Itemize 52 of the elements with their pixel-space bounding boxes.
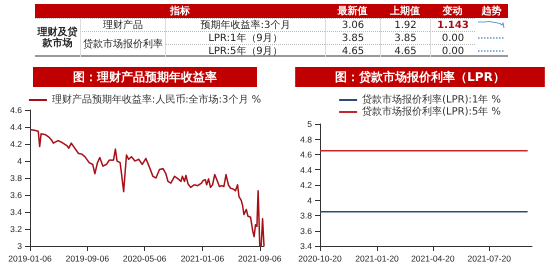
y-tick-label: 4 — [307, 195, 312, 206]
x-tick-label: 2020-10-20 — [298, 254, 342, 264]
y-tick-label: 3.8 — [300, 210, 312, 220]
x-tick-label: 2021-01-20 — [355, 254, 400, 264]
x-tick-label: 2021-09-06 — [238, 254, 282, 264]
y-tick-label: 4.4 — [300, 164, 312, 175]
x-tick-label: 2021-01-06 — [180, 254, 224, 264]
x-tick-label: 2020-05-06 — [122, 254, 167, 264]
y-tick-label: 4.8 — [300, 134, 312, 144]
y-tick-label: 4.6 — [10, 105, 22, 115]
text: 贷款市场报价利率 — [80, 31, 165, 57]
y-tick-label: 3.6 — [10, 190, 22, 200]
chart-title: 图：理财产品预期年收益率 — [73, 70, 217, 84]
text: 变动 — [442, 4, 464, 18]
legend-label: 理财产品预期年收益率:人民币:全市场:3个月 % — [52, 94, 262, 106]
y-tick-label: 4.6 — [300, 150, 312, 160]
y-tick-label: 4.4 — [10, 122, 22, 132]
text: 3.85 — [380, 31, 430, 44]
text: 1.92 — [380, 18, 430, 31]
y-tick-label: 4.2 — [10, 139, 22, 149]
x-tick-label: 2019-09-06 — [66, 254, 110, 264]
text: 4.65 — [325, 44, 380, 57]
text: LPR:5年（9月） — [165, 44, 325, 57]
legend-label: 贷款市场报价利率(LPR):1年 % — [362, 94, 501, 106]
text: 3.85 — [325, 31, 380, 44]
text: 理财产品 — [80, 18, 165, 31]
text: 1.143 — [430, 18, 475, 31]
y-tick-label: 4 — [17, 156, 22, 166]
y-tick-label: 3.6 — [300, 226, 312, 236]
text: 3.06 — [325, 18, 380, 31]
y-tick-label: 3.8 — [10, 173, 22, 183]
y-tick-label: 3 — [17, 241, 22, 251]
text: 4.65 — [380, 44, 430, 57]
x-tick-label: 2021-04-20 — [411, 254, 455, 264]
legend-label: 贷款市场报价利率(LPR):5年 % — [362, 106, 501, 118]
text: 趋势 — [480, 4, 502, 18]
y-tick-label: 3.4 — [10, 207, 22, 217]
x-tick-label: 2019-01-06 — [8, 254, 52, 264]
y-tick-label: 5 — [307, 119, 312, 129]
text: 最新值 — [336, 4, 368, 18]
text: 0.00 — [430, 31, 475, 44]
text: LPR:1年（9月） — [165, 31, 325, 44]
y-tick-label: 3.2 — [10, 224, 22, 234]
text: 理财及贷款市场 — [35, 18, 80, 57]
x-tick-label: 2021-07-20 — [467, 254, 512, 264]
y-tick-label: 4.2 — [300, 180, 312, 190]
text: 指标 — [168, 4, 191, 18]
text: 上期值 — [389, 4, 421, 18]
text: 预期年收益率:3个月 — [165, 18, 325, 31]
chart-title: 图：贷款市场报价利率（LPR） — [335, 70, 505, 84]
y-tick-label: 3.4 — [300, 241, 312, 251]
text: 0.00 — [430, 44, 475, 57]
